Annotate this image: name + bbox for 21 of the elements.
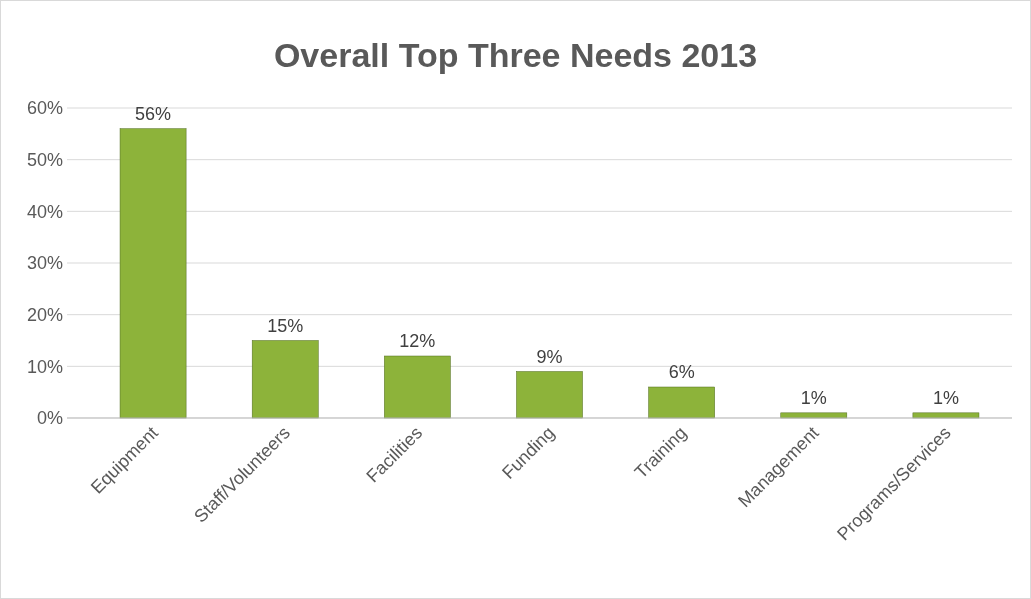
data-label: 6% [668,362,695,382]
data-label: 15% [267,315,304,336]
bar [384,355,451,419]
data-label: 1% [932,387,959,408]
data-label: 12% [399,331,436,351]
data-label: 9% [536,346,563,367]
bar [648,386,715,419]
y-tick-label: 10% [26,356,63,377]
bar [912,412,980,419]
data-label: 56% [135,103,172,124]
chart-title: Overall Top Three Needs 2013 [273,36,758,74]
y-tick-label: 30% [26,253,63,274]
bar [516,371,583,419]
y-tick-label: 0% [36,408,63,429]
bar [251,340,319,419]
y-tick-label: 50% [26,149,63,170]
bar [119,128,187,419]
y-tick-label: 60% [26,98,63,119]
y-tick-label: 20% [26,304,63,325]
data-label: 1% [800,387,827,408]
y-tick-label: 40% [26,201,63,222]
